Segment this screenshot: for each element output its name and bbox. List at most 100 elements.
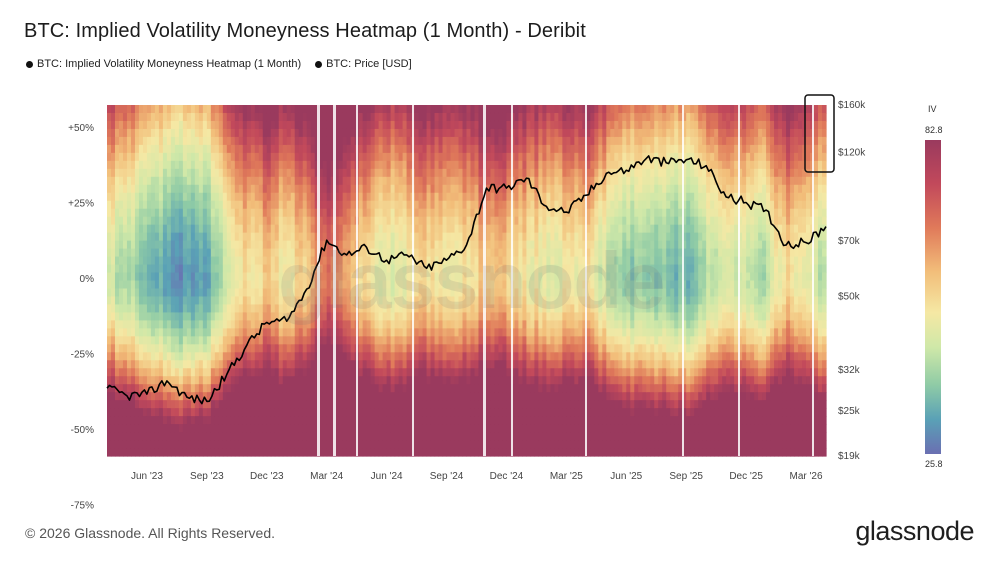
heatmap-cell — [506, 224, 512, 234]
heatmap-cell — [182, 272, 188, 282]
heatmap-cell — [486, 304, 492, 314]
heatmap-cell — [110, 352, 116, 361]
heatmap-cell — [274, 280, 280, 290]
heatmap-cell — [442, 200, 448, 210]
heatmap-cell — [294, 352, 300, 361]
legend-item-heatmap[interactable]: BTC: Implied Volatility Moneyness Heatma… — [26, 58, 301, 70]
heatmap-cell — [126, 264, 132, 274]
heatmap-cell — [250, 440, 256, 449]
heatmap-cell — [430, 320, 436, 329]
heatmap-cell — [446, 168, 452, 178]
heatmap-cell — [238, 368, 244, 377]
heatmap-cell — [394, 264, 400, 274]
heatmap-cell — [462, 176, 468, 186]
heatmap-cell — [538, 440, 543, 449]
heatmap-cell — [134, 120, 140, 130]
heatmap-cell — [254, 392, 260, 401]
heatmap-cell — [550, 392, 555, 401]
heatmap-cell — [538, 344, 543, 353]
heatmap-cell — [386, 344, 392, 353]
heatmap-cell — [110, 176, 116, 186]
heatmap-cell — [386, 360, 392, 369]
heatmap-cell — [302, 376, 308, 385]
heatmap-cell — [462, 424, 468, 433]
heatmap-cell — [122, 176, 128, 186]
heatmap-cell — [394, 176, 400, 186]
heatmap-cell — [278, 448, 284, 457]
heatmap-cell — [226, 280, 232, 290]
heatmap-cell — [222, 368, 228, 377]
heatmap-cell — [126, 336, 132, 345]
heatmap-cell — [338, 208, 344, 218]
heatmap-cell — [374, 136, 380, 146]
heatmap-cell — [474, 368, 480, 377]
heatmap-cell — [138, 216, 144, 226]
heatmap-cell — [322, 304, 328, 314]
heatmap-cell — [130, 400, 136, 409]
heatmap-cell — [334, 416, 340, 425]
heatmap-cell — [346, 392, 352, 401]
heatmap-cell — [550, 192, 555, 202]
heatmap-cell — [138, 184, 144, 194]
heatmap-cell — [322, 232, 328, 242]
heatmap-cell — [382, 248, 388, 258]
heatmap-cell — [526, 448, 532, 457]
heatmap-cell — [118, 128, 124, 138]
heatmap-cell — [107, 248, 112, 258]
heatmap-cell — [218, 216, 224, 226]
heatmap-cell — [522, 312, 528, 321]
heatmap-cell — [442, 240, 448, 250]
heatmap-cell — [270, 128, 276, 138]
heatmap-cell — [238, 448, 244, 457]
heatmap-cell — [318, 192, 324, 202]
heatmap-cell — [434, 384, 440, 393]
heatmap-cell — [542, 160, 547, 170]
heatmap-cell — [290, 192, 296, 202]
heatmap-cell — [514, 200, 520, 210]
heatmap-cell — [366, 400, 372, 409]
heatmap-cell — [514, 448, 520, 457]
heatmap-cell — [522, 352, 528, 361]
heatmap-cell — [474, 288, 480, 298]
heatmap-cell — [466, 136, 472, 146]
heatmap-cell — [454, 184, 460, 194]
heatmap-cell — [498, 168, 504, 178]
heatmap-cell — [206, 248, 212, 258]
heatmap-cell — [438, 264, 444, 274]
heatmap-cell — [458, 432, 464, 441]
heatmap-cell — [478, 184, 484, 194]
heatmap-cell — [422, 288, 428, 298]
heatmap-cell — [402, 384, 408, 393]
heatmap-cell — [186, 224, 192, 234]
heatmap-cell — [398, 416, 404, 425]
heatmap-cell — [350, 152, 356, 162]
heatmap-cell — [270, 368, 276, 377]
heatmap-cell — [298, 176, 304, 186]
heatmap-cell — [290, 392, 296, 401]
heatmap-cell — [274, 128, 280, 138]
heatmap-cell — [434, 352, 440, 361]
legend-item-price[interactable]: BTC: Price [USD] — [315, 58, 412, 70]
heatmap-cell — [358, 304, 364, 314]
heatmap-cell — [266, 256, 272, 266]
heatmap-cell — [382, 208, 388, 218]
heatmap-cell — [298, 160, 304, 170]
heatmap-cell — [534, 424, 539, 433]
heatmap-cell — [438, 272, 444, 282]
heatmap-cell — [162, 192, 168, 202]
heatmap-cell — [382, 424, 388, 433]
heatmap-cell — [374, 200, 380, 210]
heatmap-cell — [202, 376, 208, 385]
heatmap-cell — [522, 144, 528, 154]
heatmap-cell — [178, 184, 184, 194]
heatmap-cell — [538, 384, 543, 393]
heatmap-cell — [258, 448, 264, 457]
heatmap-cell — [290, 160, 296, 170]
heatmap-cell — [214, 256, 220, 266]
heatmap-cell — [107, 240, 112, 250]
heatmap-cell — [542, 376, 547, 385]
heatmap-cell — [146, 184, 152, 194]
heatmap-cell — [526, 176, 532, 186]
heatmap-cell — [170, 112, 176, 122]
